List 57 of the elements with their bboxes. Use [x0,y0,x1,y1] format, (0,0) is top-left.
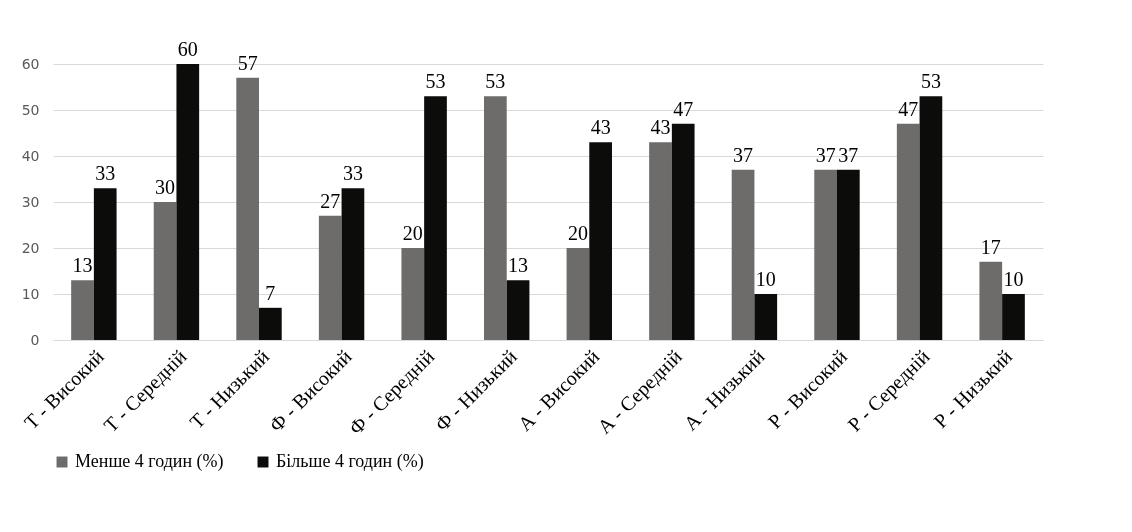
data-label: 47 [673,97,694,120]
y-tick-label: 50 [21,101,40,118]
data-label: 43 [650,116,671,139]
bar [71,280,94,340]
bar [754,294,778,340]
data-label: 13 [508,254,529,277]
data-label: 10 [755,268,776,290]
data-label: 20 [567,222,588,244]
y-tick-label: 60 [21,55,40,72]
data-label: 57 [237,51,258,74]
bar [566,248,590,340]
bar [506,280,530,340]
data-label: 10 [1003,268,1024,290]
data-label: 37 [815,143,836,166]
bar [814,169,837,340]
data-label: 37 [838,143,859,166]
y-tick-label: 10 [21,285,40,302]
data-label: 20 [402,222,423,244]
bar [424,96,447,340]
data-label: 53 [485,70,506,93]
data-label: 43 [590,116,611,139]
bar [731,169,755,340]
bar [589,142,612,340]
bar [671,123,695,340]
bar [1002,294,1025,340]
data-label: 17 [980,235,1001,258]
data-label: 60 [177,38,198,60]
bar [176,64,200,340]
bar [259,307,282,340]
legend-label: Більше 4 годин (%) [276,451,424,472]
data-label: 33 [95,162,116,185]
data-label: 53 [920,70,941,93]
data-label: 30 [155,176,176,198]
bar [896,123,920,340]
y-tick-label: 0 [30,331,40,348]
bar [153,202,177,340]
data-label: 33 [342,162,363,185]
bar [979,261,1003,340]
y-tick-label: 20 [21,239,40,256]
bar [649,142,672,340]
bar [341,188,365,340]
data-label: 7 [265,281,276,304]
bar [318,215,342,340]
bar [236,77,260,340]
y-tick-label: 30 [21,193,40,210]
legend-label: Менше 4 годин (%) [75,451,224,472]
bar [484,96,507,340]
y-tick-label: 40 [21,147,40,164]
bar [836,169,860,340]
bar [401,248,425,340]
data-label: 37 [733,143,754,166]
data-label: 53 [425,70,446,93]
data-label: 27 [320,189,341,212]
bar [93,188,117,340]
bar [919,96,943,340]
data-label: 13 [72,254,93,277]
data-label: 47 [898,97,919,120]
